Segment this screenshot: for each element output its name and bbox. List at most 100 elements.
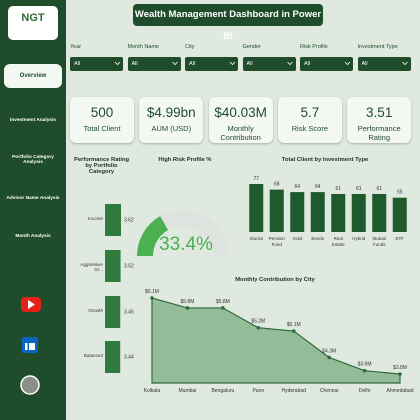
filter-label: Risk Profile [300,44,328,50]
nav-item[interactable]: Overview [4,64,62,88]
kpi-label: Total Client [83,124,121,133]
chevron [287,61,293,66]
point [256,325,261,330]
category-label: Growth [88,308,103,313]
kpi-value: 5.7 [300,105,320,120]
gauge-value [137,216,169,257]
category-label: Bonds [311,236,325,241]
chevron [402,61,408,66]
kpi-value: 3.51 [366,105,393,120]
category-label: Balanced [83,353,103,358]
kpi-value: 500 [90,105,114,120]
area [151,297,401,384]
filter-dropdown[interactable]: All [185,57,238,71]
bar [105,204,121,236]
bar [249,184,264,232]
chart-title: Monthly Contribution by City [235,277,315,283]
dashboard-title: Wealth Management Dashboard in Power BI [133,4,323,42]
bar [372,193,387,232]
point [362,368,367,373]
other-icon [20,375,40,395]
nav-item[interactable]: Investment Analysis [9,117,57,123]
category-label: Hyderabad [281,388,306,394]
value-label: $5.2M [251,319,265,325]
filter-label: Year [70,44,82,50]
category-label: Delhi [359,388,370,394]
chart-title: Total Client by Investment Type [281,157,369,163]
chevron [114,61,121,66]
kpi-label: Risk Score [291,124,329,133]
nav-item[interactable]: Advisor Name Analysis [6,195,60,201]
value-label: 68 [274,182,280,188]
bar [310,192,325,232]
chevron [229,61,236,66]
logo: NGT [21,12,45,24]
kpi-card panel [208,97,273,143]
category-label: Gold [292,236,302,241]
value-label: 61 [376,186,382,192]
youtube-play [28,300,35,309]
value-label: 55 [397,190,403,196]
chart-title: Performance Rating by Portfolio Category [73,157,130,175]
kpi-value: $40.03M [214,105,267,120]
filter-dropdown[interactable]: All [70,57,123,71]
value-label: $5.1M [287,322,301,328]
value-label: 3.45 [124,310,134,316]
category-label: Chennai [320,388,339,394]
chevron [344,61,351,66]
category-label: Income [87,216,103,221]
category-label: Mutual Funds [372,236,386,247]
category-label: ETF [395,236,405,241]
kpi-label: AUM (USD) [151,124,192,133]
value-label: $5.8M [180,299,194,305]
category-label: Stocks [249,236,263,241]
filter-dropdown[interactable]: All [357,57,411,71]
nav-item[interactable]: Portfolio Category Analysis [12,155,54,165]
point [327,355,331,360]
point [291,329,296,333]
kpi-card panel [277,97,342,143]
filter-label: Investment Type [357,44,398,50]
value-label: $5.8M [216,299,230,305]
bar [331,193,346,232]
filter-label: Month Name [127,44,160,50]
category-label: Hybrid [352,236,366,241]
value-label: 3.44 [124,355,134,361]
filter-dropdown[interactable]: All [300,57,353,71]
category-label: Mumbai [179,388,197,394]
kpi-value: $4.99bn [146,105,196,120]
bar [105,250,121,282]
bar [351,193,366,232]
category-label: Ahmedabad [387,388,414,394]
value-label: 61 [356,186,362,192]
value-label: $6.1M [145,289,159,295]
value-label: 64 [294,184,300,190]
gauge-label: 33.4% [159,234,213,255]
filter-label: City [185,44,195,50]
value-label: 77 [253,176,259,182]
category-label: Pune [252,388,264,394]
filter-dropdown[interactable]: All [242,57,296,71]
kpi-card panel [347,97,412,143]
category-label: Kolkata [144,388,161,394]
kpi-card panel [70,97,134,143]
chart-title: High Risk Profile % [158,157,212,163]
linkedin-mark [25,343,28,350]
bar [269,189,284,232]
linkedin-mark [29,343,35,350]
kpi-card panel [139,97,204,143]
filter-label: Gender [242,44,261,50]
value-label: 3.52 [124,264,134,270]
bar [105,296,121,328]
filter-dropdown[interactable]: All [127,57,181,71]
category-label: Bengaluru [211,388,234,394]
value-label: 3.62 [124,218,134,224]
value-label: 61 [335,186,341,192]
bar [290,192,305,232]
nav-item[interactable]: Month Analysis [15,233,51,239]
value-label: $3.8M [393,365,407,371]
bar [105,341,121,373]
logo-box [8,6,58,40]
point [185,306,190,310]
